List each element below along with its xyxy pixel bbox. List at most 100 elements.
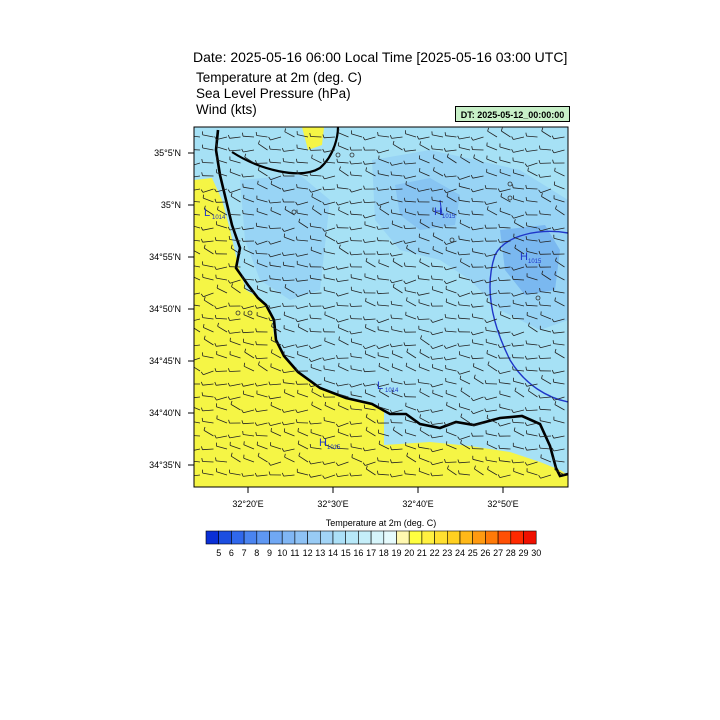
wind-barb [337,161,349,164]
wind-barb [194,292,201,295]
wind-barb-feather [497,303,500,308]
wind-barb [271,352,282,359]
wind-barb-feather [416,408,420,413]
wind-barb-feather [270,349,273,353]
wind-barb-feather [430,421,433,425]
wind-barb [202,383,214,386]
wind-barb-feather [443,280,447,284]
wind-barb-feather [555,257,557,262]
wind-barb-feather [188,163,190,166]
wind-barb [243,314,255,320]
wind-barb [405,405,417,411]
wind-barb [256,240,268,245]
wind-barb-feather [470,226,474,231]
wind-barb [194,421,201,424]
wind-barb [194,135,201,138]
wind-barb [404,265,417,268]
wind-barb [486,396,498,401]
wind-barb-feather [241,409,244,414]
wind-barb [194,175,201,178]
colorbar-swatch [370,530,385,545]
wind-barb-feather [295,277,298,282]
wind-barb-feather [309,263,311,267]
wind-barb [404,162,417,165]
wind-barb [392,286,403,294]
wind-barb [202,421,214,424]
wind-barb [216,266,228,270]
wind-barb-feather [188,174,189,177]
wind-barb-feather [406,348,409,353]
wind-barb-feather [308,358,312,362]
wind-barb [365,327,376,333]
wind-barb [486,201,498,205]
calm-circle [507,181,513,187]
wind-barb [270,240,282,245]
wind-barb-feather [228,263,230,267]
wind-barb [540,291,552,294]
wind-barb [460,416,471,424]
wind-barb-feather [443,345,447,349]
wind-barb [391,279,403,284]
wind-barb-feather [200,371,204,375]
wind-barb [459,344,471,347]
wind-barb [257,169,268,177]
wind-barb [391,474,403,478]
wind-barb [472,136,484,141]
wind-barb-feather [268,253,271,258]
wind-barb-feather [376,319,380,324]
wind-barb-feather [311,154,313,159]
wind-barb [324,357,336,361]
wind-barb [513,292,525,297]
wind-barb [351,394,363,398]
wind-barb-feather [268,462,271,466]
wind-barb-feather [335,473,338,477]
wind-barb-feather [484,201,487,205]
coolest-patch [500,225,560,295]
wind-barb [270,183,282,190]
calm-markers [235,152,541,316]
wind-barb [431,278,444,281]
wind-barb [324,149,336,153]
wind-barb [203,430,214,437]
wind-barb-feather [497,370,501,374]
wind-barb [486,459,498,463]
wind-barb [297,431,309,437]
wind-barb [539,357,552,359]
wind-barb-feather [322,148,325,153]
wind-barb-feather [389,343,393,348]
wind-barb [445,381,457,385]
wind-barb [216,460,228,463]
wind-barb-feather [363,250,365,255]
wind-barb [554,184,565,190]
wind-barb [310,226,322,229]
wind-barb-feather [281,369,284,373]
wind-barb [324,444,336,450]
wind-barb [364,407,376,411]
wind-barb [194,276,201,281]
wind-barb-feather [242,275,244,280]
wind-barb [269,227,282,229]
wind-barb [378,432,390,437]
colorbar-label: 20 [404,548,414,558]
wind-barb-feather [325,232,327,236]
wind-barb-feather [459,375,462,380]
calm-circle [247,310,253,316]
wind-barb-feather [309,171,311,176]
wind-barb [364,448,376,452]
wind-barb-feather [323,158,325,163]
wind-barb [256,305,268,309]
wind-barb-feather [309,314,311,319]
wind-barb-feather [497,344,501,348]
wind-barb [269,148,282,151]
wind-barb-feather [338,324,340,328]
wind-barb [337,279,349,282]
wind-barb-feather [296,158,298,163]
wind-barb-feather [392,140,395,145]
wind-barb-feather [443,147,446,152]
chart-title: Date: 2025-05-16 06:00 Local Time [2025-… [193,49,568,65]
wind-barb-feather [308,460,312,465]
wind-barb [242,422,255,425]
wind-barb [539,447,552,450]
wind-barb-feather [203,426,206,431]
wind-barb [256,211,268,216]
